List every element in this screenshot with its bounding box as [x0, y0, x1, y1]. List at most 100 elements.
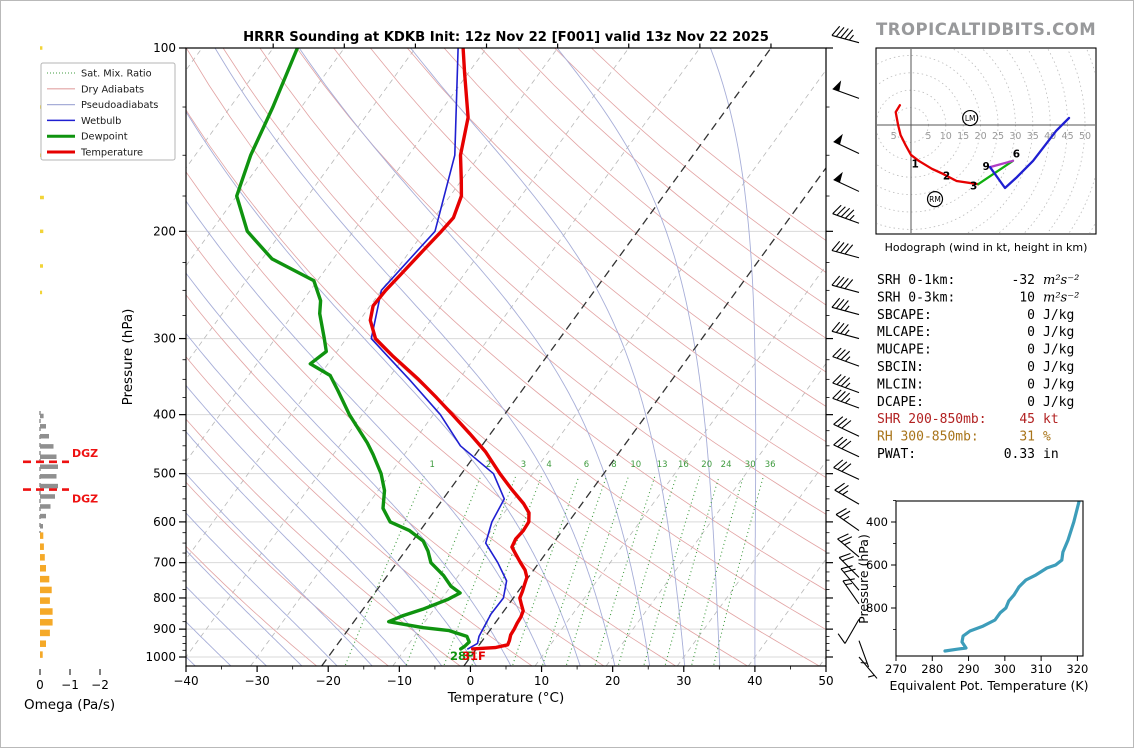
- stats-row-value: 0: [1027, 360, 1035, 375]
- storm-motion-marker: [962, 109, 979, 127]
- wind-barb-staff: [833, 179, 860, 192]
- surface-value-labels: 28F 31F: [450, 649, 486, 663]
- stats-row-label: SBCAPE:: [877, 308, 932, 323]
- wind-barb-full-tick: [837, 438, 848, 448]
- wind-barb-full-tick: [840, 536, 853, 543]
- omega-bar: [40, 46, 43, 50]
- stats-row-label: MUCAPE:: [877, 343, 932, 358]
- wind-barb: [858, 656, 878, 679]
- omega-bar: [40, 532, 44, 539]
- wind-barb-staff: [833, 141, 860, 154]
- wind-barb: [831, 240, 860, 259]
- omega-tick-label: −1: [61, 678, 79, 692]
- wind-barb: [832, 374, 860, 394]
- wind-barb-column: [831, 25, 878, 679]
- wind-barb-half-tick: [844, 382, 851, 389]
- pseudoadiabat-line: [186, 200, 547, 666]
- hodograph-ring-label: 30: [1009, 131, 1021, 142]
- wind-barb: [831, 25, 860, 44]
- omega-bar: [40, 651, 43, 658]
- wind-barb-full-tick: [844, 209, 855, 219]
- pseudoadiabat-line: [186, 621, 232, 666]
- mixing-ratio-line: [690, 476, 744, 666]
- mixing-ratio-label: 13: [657, 460, 668, 470]
- wetbulb-curve: [370, 48, 508, 650]
- wind-barb: [831, 275, 860, 293]
- pseudoadiabat-line: [186, 585, 268, 666]
- hodograph-ring-label: 15: [957, 131, 969, 142]
- stats-row: SBCIN: 0 J/kg: [877, 360, 1074, 375]
- dry-adiabat-line: [186, 109, 821, 666]
- pseudoadiabat-line: [186, 473, 373, 666]
- wind-barb: [837, 533, 860, 558]
- omega-axis: 0 −1 −2: [36, 669, 109, 692]
- stats-row: MLCIN: 0 J/kg: [877, 377, 1074, 392]
- mixing-ratio-label: 2: [486, 460, 491, 470]
- mixing-ratio-label: 4: [546, 460, 551, 470]
- stats-row-unit: %: [1043, 430, 1051, 445]
- pressure-tick-label: 500: [153, 467, 176, 481]
- pseudoadiabat-line: [186, 110, 581, 666]
- wind-barb-full-tick: [840, 350, 851, 361]
- isotherm-line: [250, 48, 701, 666]
- temperature-tick-label: −10: [387, 674, 412, 688]
- wind-barb-half-tick: [844, 398, 851, 404]
- hodograph-trace-segment: [988, 116, 1071, 190]
- wind-barb-full-tick: [836, 391, 846, 401]
- temperature-tick-label: 40: [747, 674, 762, 688]
- omega-bars: [39, 46, 58, 658]
- dry-adiabat-line: [517, 48, 826, 306]
- omega-tick-label: 0: [36, 678, 44, 692]
- stats-row: SRH 0-1km: -32 m²s⁻²: [877, 273, 1079, 288]
- theta-e-y-tick-label: 600: [866, 558, 888, 572]
- hodograph-ring-label: 35: [1027, 131, 1039, 142]
- stats-row-label: RH 300-850mb:: [877, 430, 979, 445]
- wind-barb-half-tick: [844, 329, 850, 336]
- stats-row: DCAPE: 0 J/kg: [877, 395, 1074, 410]
- wind-barb-full-tick: [832, 389, 842, 399]
- skewt-profile-curves: [235, 48, 531, 651]
- legend: Sat. Mix. Ratio Dry Adiabats Pseudoadiabat…: [40, 62, 176, 161]
- mixing-ratio-line: [405, 476, 482, 666]
- temperature-tick-label: −40: [173, 674, 198, 688]
- legend-item-label: Wetbulb: [81, 116, 121, 127]
- wind-barb: [832, 389, 860, 409]
- wind-barb: [833, 436, 860, 458]
- pressure-tick-label: 400: [153, 408, 176, 422]
- temperature-axis-title: Temperature (°C): [447, 690, 565, 706]
- wind-barb-full-tick: [835, 298, 845, 309]
- dry-adiabat-line: [186, 545, 318, 666]
- stats-row-label: DCAPE:: [877, 395, 924, 410]
- wind-barb-half-tick: [868, 674, 875, 678]
- isotherm-line: [392, 69, 826, 666]
- surface-temperature-label: 31F: [462, 649, 486, 663]
- pseudoadiabat-line: [186, 512, 338, 666]
- mixing-ratio-label: 1: [430, 460, 435, 470]
- wind-barb-full-tick: [831, 240, 841, 251]
- wind-barb-full-tick: [831, 321, 841, 332]
- wind-barb-staff: [844, 618, 860, 644]
- mixing-ratio-label: 24: [721, 460, 732, 470]
- dry-adiabat-line: [370, 48, 826, 443]
- wind-barb-full-tick: [844, 244, 854, 255]
- pseudoadiabat-line: [186, 431, 408, 666]
- stats-row-value: 0.33: [1004, 447, 1035, 462]
- pressure-tick-label: 100: [153, 41, 176, 55]
- stats-row-label: SRH 0-1km:: [877, 273, 955, 288]
- stats-row: RH 300-850mb: 31%: [877, 430, 1051, 445]
- surface-dewpoint-label: 28F: [450, 649, 474, 663]
- wind-barb-full-tick: [835, 242, 845, 253]
- wind-barb-full-tick: [840, 565, 853, 570]
- mixing-ratio-line: [594, 476, 656, 666]
- wind-barb-full-tick: [843, 568, 856, 573]
- wind-barb-full-tick: [835, 508, 847, 515]
- hodograph-height-label: 1: [912, 158, 919, 170]
- omega-bar: [40, 586, 52, 594]
- hodograph-height-label: 2: [943, 170, 950, 182]
- pseudoadiabat-line: [186, 272, 512, 666]
- omega-bar: [40, 597, 50, 604]
- hodograph-height-label: 3: [970, 181, 977, 193]
- legend-item-label: Temperature: [80, 148, 143, 159]
- temperature-tick-label: 10: [534, 674, 549, 688]
- theta-e-panel: 270 280 290 300 310 320 400 600 800 Equivalent P…: [856, 500, 1088, 693]
